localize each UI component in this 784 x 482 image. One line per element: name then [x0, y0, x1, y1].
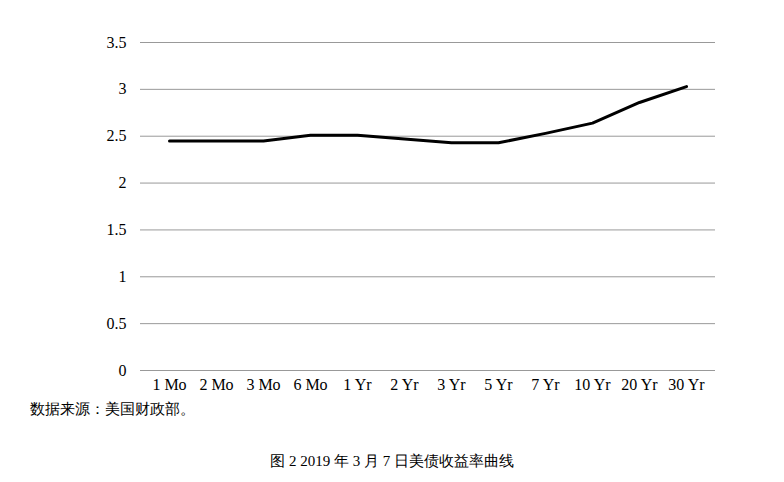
svg-text:3 Yr: 3 Yr: [437, 376, 466, 393]
svg-text:3.5: 3.5: [107, 34, 127, 51]
svg-text:5 Yr: 5 Yr: [484, 376, 513, 393]
svg-text:0: 0: [119, 362, 127, 379]
svg-text:6 Mo: 6 Mo: [293, 376, 327, 393]
svg-text:2 Mo: 2 Mo: [199, 376, 233, 393]
svg-text:1: 1: [119, 268, 127, 285]
html-text:图 2 2019 年 3 月 7 日美债收益率曲线: 图 2 2019 年 3 月 7 日美债收益率曲线: [270, 453, 514, 469]
svg-text:2.5: 2.5: [107, 127, 127, 144]
svg-text:2 Yr: 2 Yr: [390, 376, 419, 393]
svg-text:3 Mo: 3 Mo: [246, 376, 280, 393]
svg-text:1.5: 1.5: [107, 221, 127, 238]
svg-text:1 Mo: 1 Mo: [152, 376, 186, 393]
svg-text:2: 2: [119, 174, 127, 191]
svg-text:30 Yr: 30 Yr: [668, 376, 705, 393]
svg-text:10 Yr: 10 Yr: [574, 376, 611, 393]
svg-text:0.5: 0.5: [107, 315, 127, 332]
svg-text:3: 3: [119, 80, 127, 97]
svg-text:1 Yr: 1 Yr: [343, 376, 372, 393]
svg-text:20 Yr: 20 Yr: [621, 376, 658, 393]
svg-text:7 Yr: 7 Yr: [531, 376, 560, 393]
html-text:数据来源：美国财政部。: 数据来源：美国财政部。: [30, 401, 195, 417]
